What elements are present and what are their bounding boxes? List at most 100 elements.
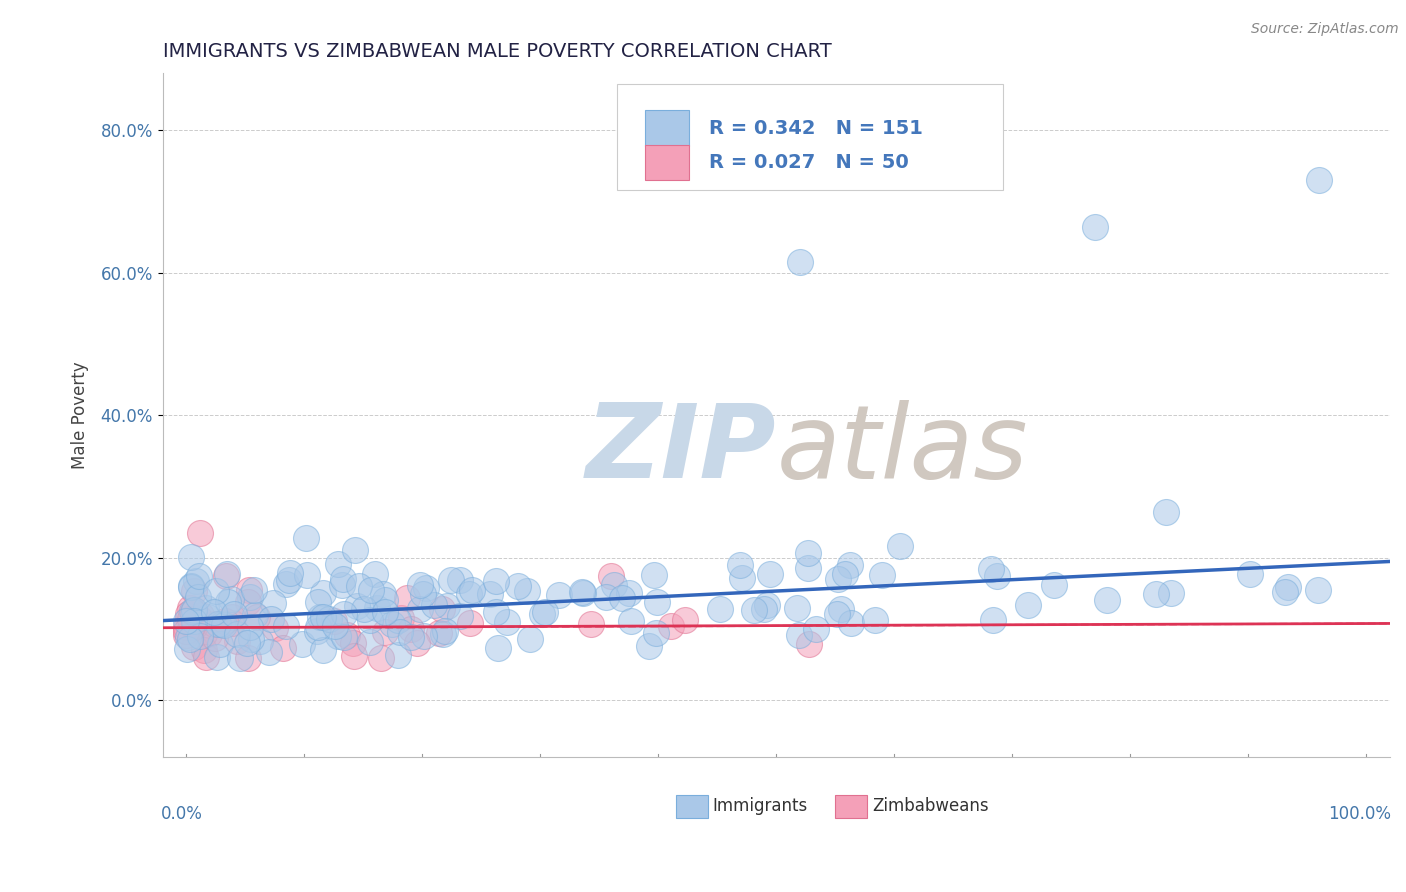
Point bbox=[427, 626, 450, 640]
Point bbox=[183, 620, 205, 634]
Point bbox=[422, 598, 444, 612]
Point bbox=[1160, 586, 1182, 600]
Point bbox=[197, 609, 219, 624]
Point bbox=[709, 601, 731, 615]
Point bbox=[756, 598, 779, 612]
Point bbox=[889, 539, 911, 553]
Point bbox=[239, 620, 262, 634]
Point bbox=[236, 595, 259, 609]
Point bbox=[180, 580, 202, 594]
Point bbox=[600, 568, 623, 582]
Point bbox=[610, 591, 633, 605]
Point bbox=[645, 626, 668, 640]
Point bbox=[278, 566, 301, 580]
Point bbox=[534, 606, 557, 620]
Point bbox=[187, 590, 209, 604]
Point bbox=[179, 601, 201, 615]
Point bbox=[179, 611, 201, 625]
FancyBboxPatch shape bbox=[617, 84, 1004, 190]
Point bbox=[1154, 505, 1177, 519]
Point bbox=[346, 599, 368, 614]
Point bbox=[323, 618, 346, 632]
Point bbox=[221, 610, 243, 624]
Point bbox=[180, 549, 202, 564]
Point bbox=[202, 617, 225, 632]
Point bbox=[249, 633, 271, 648]
Text: Immigrants: Immigrants bbox=[713, 797, 807, 815]
Point bbox=[374, 605, 396, 619]
Point bbox=[347, 578, 370, 592]
Point bbox=[307, 620, 329, 634]
Point bbox=[174, 628, 197, 642]
Point bbox=[202, 605, 225, 619]
Point bbox=[211, 617, 233, 632]
Point bbox=[353, 601, 375, 615]
Point bbox=[225, 633, 247, 648]
Point bbox=[478, 586, 501, 600]
Point bbox=[366, 601, 388, 615]
Point bbox=[370, 651, 392, 665]
Point bbox=[387, 613, 409, 627]
Point bbox=[312, 610, 335, 624]
Point bbox=[359, 613, 381, 627]
Point bbox=[207, 616, 229, 631]
Text: Zimbabweans: Zimbabweans bbox=[872, 797, 988, 815]
Point bbox=[388, 624, 411, 639]
Point bbox=[217, 595, 239, 609]
Point bbox=[194, 600, 217, 615]
Point bbox=[387, 648, 409, 662]
Point bbox=[638, 639, 661, 653]
Point bbox=[830, 602, 852, 616]
Point bbox=[217, 566, 239, 581]
Point bbox=[405, 636, 427, 650]
Point bbox=[430, 602, 453, 616]
Point bbox=[336, 628, 359, 642]
Point bbox=[359, 634, 381, 648]
Point bbox=[291, 636, 314, 650]
Point bbox=[401, 630, 423, 644]
Point bbox=[787, 628, 810, 642]
Point bbox=[262, 596, 284, 610]
Point bbox=[277, 573, 299, 587]
Point bbox=[432, 627, 454, 641]
Point bbox=[759, 566, 782, 581]
Point bbox=[360, 583, 382, 598]
Point bbox=[188, 526, 211, 541]
Point bbox=[180, 604, 202, 618]
FancyBboxPatch shape bbox=[676, 795, 707, 818]
Point bbox=[620, 614, 643, 628]
Point bbox=[1084, 219, 1107, 234]
Point bbox=[412, 587, 434, 601]
Point bbox=[177, 612, 200, 626]
Point bbox=[183, 618, 205, 632]
Point bbox=[1308, 173, 1330, 187]
Point bbox=[839, 616, 862, 631]
Point bbox=[728, 558, 751, 573]
Point bbox=[870, 567, 893, 582]
Point bbox=[264, 621, 287, 635]
Text: ZIP: ZIP bbox=[586, 399, 776, 500]
Point bbox=[839, 558, 862, 573]
Point bbox=[274, 618, 297, 632]
Point bbox=[183, 640, 205, 654]
Point bbox=[865, 613, 887, 627]
Point bbox=[194, 649, 217, 664]
Point bbox=[643, 568, 665, 582]
Point bbox=[198, 627, 221, 641]
Point bbox=[449, 609, 471, 624]
Point bbox=[238, 651, 260, 665]
Point bbox=[326, 629, 349, 643]
Point bbox=[332, 572, 354, 586]
Text: R = 0.342   N = 151: R = 0.342 N = 151 bbox=[709, 119, 922, 137]
Point bbox=[174, 614, 197, 628]
Point bbox=[1239, 567, 1261, 582]
Point bbox=[176, 641, 198, 656]
Point bbox=[214, 617, 236, 632]
Text: 100.0%: 100.0% bbox=[1329, 805, 1391, 823]
Point bbox=[789, 255, 811, 269]
Point bbox=[204, 631, 226, 645]
Point bbox=[374, 592, 396, 607]
Point bbox=[342, 636, 364, 650]
Point bbox=[271, 640, 294, 655]
Point bbox=[742, 602, 765, 616]
